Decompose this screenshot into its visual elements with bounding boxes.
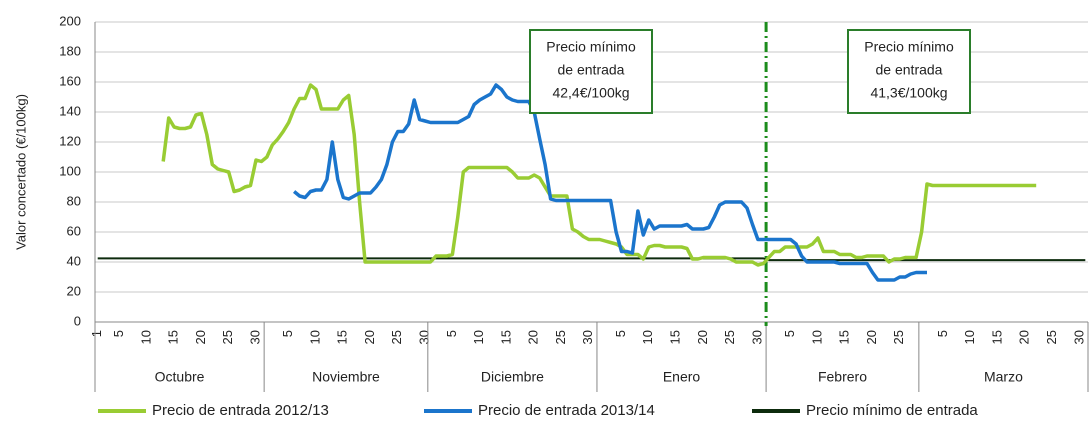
annotation-box (847, 29, 971, 114)
x-tick-label: 15 (335, 330, 350, 344)
x-tick-label: 10 (962, 330, 977, 344)
y-tick-label: 140 (59, 103, 81, 118)
y-axis-label: Valor concertado (€/100kg) (13, 94, 28, 250)
x-tick-label: 5 (111, 330, 126, 337)
x-tick-label: 20 (362, 330, 377, 344)
x-tick-label: 25 (553, 330, 568, 344)
y-tick-label: 180 (59, 43, 81, 58)
x-tick-label: 10 (138, 330, 153, 344)
x-tick-label: 30 (749, 330, 764, 344)
x-tick-label: 20 (864, 330, 879, 344)
x-tick-label: 5 (280, 330, 295, 337)
month-label: Febrero (818, 369, 867, 385)
x-tick-label: 25 (220, 330, 235, 344)
x-tick-label: 25 (891, 330, 906, 344)
annotation-box (529, 29, 653, 114)
x-tick-label: 20 (526, 330, 541, 344)
legend-label: Precio de entrada 2012/13 (152, 402, 329, 419)
legend-label: Precio mínimo de entrada (806, 402, 978, 419)
x-tick-label: 20 (1017, 330, 1032, 344)
x-tick-label: 15 (498, 330, 513, 344)
series-line (97, 257, 1086, 262)
x-tick-label: 10 (809, 330, 824, 344)
y-tick-label: 160 (59, 73, 81, 88)
annotation-text: de entrada (876, 62, 943, 78)
annotation-text: de entrada (558, 62, 625, 78)
x-tick-label: 1 (89, 330, 104, 337)
month-label: Enero (663, 369, 701, 385)
y-tick-label: 200 (59, 13, 81, 28)
x-tick-label: 10 (640, 330, 655, 344)
annotation-text: 42,4€/100kg (552, 85, 629, 101)
x-tick-label: 30 (247, 330, 262, 344)
month-label: Noviembre (312, 369, 380, 385)
y-tick-label: 80 (67, 193, 81, 208)
x-tick-label: 25 (722, 330, 737, 344)
x-tick-label: 20 (193, 330, 208, 344)
annotation-text: 41,3€/100kg (870, 85, 947, 101)
month-label: Marzo (984, 369, 1023, 385)
y-tick-label: 40 (67, 253, 81, 268)
series-line (292, 83, 927, 282)
x-tick-label: 30 (580, 330, 595, 344)
x-tick-label: 30 (417, 330, 432, 344)
y-tick-label: 20 (67, 283, 81, 298)
x-tick-label: 5 (444, 330, 459, 337)
x-tick-label: 10 (307, 330, 322, 344)
x-tick-label: 5 (782, 330, 797, 337)
y-tick-label: 100 (59, 163, 81, 178)
x-tick-label: 15 (837, 330, 852, 344)
x-tick-label: 15 (668, 330, 683, 344)
annotation-text: Precio mínimo (546, 39, 636, 55)
x-tick-label: 10 (471, 330, 486, 344)
series-line (161, 83, 1037, 267)
x-tick-label: 30 (1071, 330, 1086, 344)
x-tick-label: 15 (989, 330, 1004, 344)
annotation-text: Precio mínimo (864, 39, 954, 55)
y-tick-label: 60 (67, 223, 81, 238)
y-tick-label: 120 (59, 133, 81, 148)
month-label: Octubre (155, 369, 205, 385)
x-tick-label: 20 (695, 330, 710, 344)
x-tick-label: 25 (1044, 330, 1059, 344)
legend-label: Precio de entrada 2013/14 (478, 402, 655, 419)
x-tick-label: 5 (935, 330, 950, 337)
x-tick-label: 15 (166, 330, 181, 344)
month-label: Diciembre (481, 369, 544, 385)
x-tick-label: 25 (389, 330, 404, 344)
y-tick-label: 0 (74, 313, 81, 328)
x-tick-label: 5 (613, 330, 628, 337)
